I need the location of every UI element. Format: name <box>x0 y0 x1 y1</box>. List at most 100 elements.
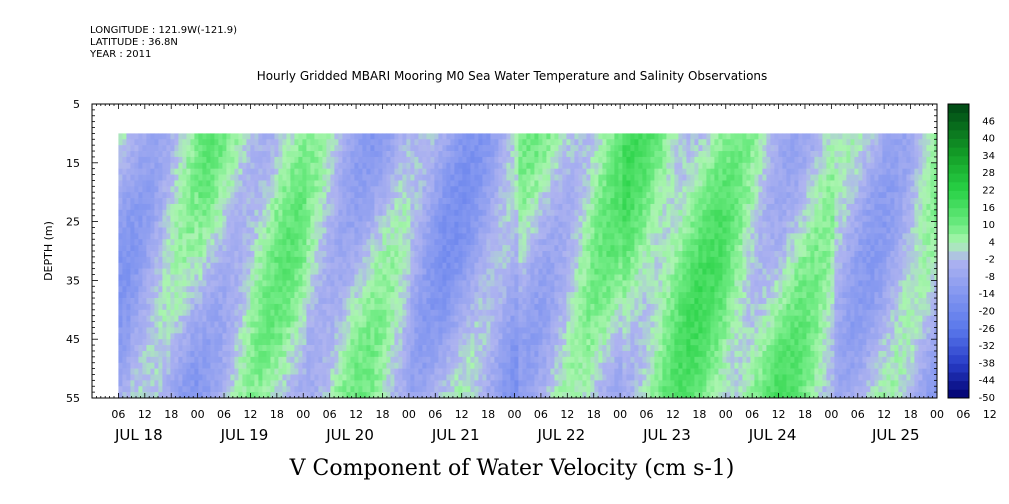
heatmap-cell <box>386 186 391 193</box>
heatmap-cell <box>450 374 455 381</box>
heatmap-cell <box>278 327 283 334</box>
heatmap-cell <box>198 215 203 222</box>
heatmap-cell <box>418 321 423 328</box>
heatmap-cell <box>258 345 263 352</box>
heatmap-cell <box>386 198 391 205</box>
heatmap-cell <box>166 192 171 199</box>
heatmap-cell <box>294 180 299 187</box>
heatmap-cell <box>458 251 463 258</box>
heatmap-cell <box>318 303 323 311</box>
heatmap-cell <box>530 274 535 281</box>
heatmap-cell <box>230 251 235 258</box>
heatmap-cell <box>262 133 267 140</box>
heatmap-cell <box>142 339 147 346</box>
heatmap-cell <box>242 280 247 287</box>
heatmap-cell <box>370 368 375 375</box>
heatmap-cell <box>546 280 551 287</box>
heatmap-cell <box>522 203 527 211</box>
heatmap-cell <box>390 321 395 328</box>
heatmap-cell <box>506 133 511 140</box>
heatmap-cell <box>322 162 327 169</box>
heatmap-cell <box>338 221 343 228</box>
heatmap-cell <box>262 139 267 146</box>
heatmap-cell <box>550 156 555 164</box>
heatmap-cell <box>250 327 255 334</box>
heatmap-cell <box>162 286 167 293</box>
heatmap-cell <box>134 350 139 358</box>
heatmap-cell <box>354 298 359 305</box>
heatmap-cell <box>342 303 347 311</box>
heatmap-cell <box>166 251 171 258</box>
heatmap-cell <box>378 245 383 252</box>
heatmap-cell <box>426 239 431 246</box>
heatmap-cell <box>378 186 383 193</box>
heatmap-cell <box>130 380 135 387</box>
heatmap-cell <box>402 209 407 217</box>
heatmap-cell <box>182 327 187 334</box>
heatmap-cell <box>398 227 403 234</box>
heatmap-cell <box>238 256 243 264</box>
heatmap-cell <box>214 209 219 217</box>
heatmap-cell <box>234 233 239 240</box>
heatmap-cell <box>122 227 127 234</box>
heatmap-cell <box>306 292 311 299</box>
heatmap-cell <box>242 339 247 346</box>
heatmap-cell <box>438 151 443 158</box>
heatmap-cell <box>406 203 411 211</box>
heatmap-cell <box>282 151 287 158</box>
heatmap-cell <box>498 321 503 328</box>
heatmap-cell <box>522 221 527 228</box>
heatmap-cell <box>194 239 199 246</box>
heatmap-cell <box>370 215 375 222</box>
heatmap-cell <box>362 350 367 358</box>
heatmap-cell <box>462 298 467 305</box>
heatmap-cell <box>130 174 135 181</box>
heatmap-cell <box>254 262 259 269</box>
heatmap-cell <box>210 168 215 175</box>
heatmap-cell <box>522 350 527 358</box>
heatmap-cell <box>170 180 175 187</box>
heatmap-cell <box>318 286 323 293</box>
heatmap-cell <box>510 186 515 193</box>
heatmap-cell <box>250 386 255 393</box>
heatmap-cell <box>510 168 515 175</box>
heatmap-cell <box>498 227 503 234</box>
heatmap-cell <box>302 251 307 258</box>
heatmap-cell <box>186 239 191 246</box>
heatmap-cell <box>422 262 427 269</box>
heatmap-cell <box>242 368 247 375</box>
heatmap-cell <box>498 286 503 293</box>
heatmap-cell <box>162 209 167 217</box>
heatmap-cell <box>166 139 171 146</box>
heatmap-cell <box>118 303 123 311</box>
heatmap-cell <box>362 168 367 175</box>
heatmap-cell <box>270 333 275 340</box>
heatmap-cell <box>482 203 487 211</box>
heatmap-cell <box>554 227 559 234</box>
heatmap-cell <box>266 203 271 211</box>
heatmap-cell <box>310 180 315 187</box>
heatmap-cell <box>474 233 479 240</box>
heatmap-cell <box>534 374 539 381</box>
heatmap-cell <box>318 245 323 252</box>
heatmap-cell <box>238 374 243 381</box>
heatmap-cell <box>190 151 195 158</box>
heatmap-cell <box>326 256 331 264</box>
heatmap-cell <box>350 227 355 234</box>
heatmap-cell <box>230 292 235 299</box>
heatmap-cell <box>398 180 403 187</box>
heatmap-cell <box>310 327 315 334</box>
heatmap-cell <box>334 192 339 199</box>
heatmap-cell <box>266 233 271 240</box>
heatmap-cell <box>530 145 535 152</box>
heatmap-cell <box>258 245 263 252</box>
heatmap-cell <box>530 280 535 287</box>
heatmap-cell <box>394 303 399 311</box>
heatmap-cell <box>334 156 339 164</box>
heatmap-cell <box>422 186 427 193</box>
heatmap-cell <box>406 321 411 328</box>
heatmap-cell <box>358 321 363 328</box>
heatmap-cell <box>430 251 435 258</box>
heatmap-cell <box>162 162 167 169</box>
heatmap-cell <box>374 203 379 211</box>
